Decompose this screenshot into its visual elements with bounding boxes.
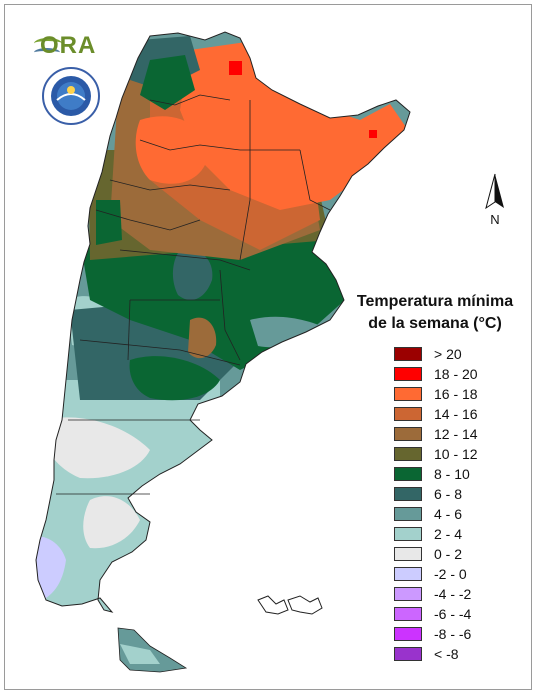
legend-items: > 20 18 - 20 16 - 18 14 - 16 12 - 14 10 - 12 8… [394,344,530,664]
legend-title-line-1: Temperatura mínima [356,293,514,310]
legend-label: 2 - 4 [434,526,463,542]
legend-item: 6 - 8 [394,484,530,504]
legend-item: < -8 [394,644,530,664]
province-borders [56,94,331,495]
legend-item: 16 - 18 [394,384,530,404]
north-arrow: N [480,172,510,232]
legend-item: 2 - 4 [394,524,530,544]
legend-item: -2 - 0 [394,564,530,584]
ora-swoosh-secondary-icon [34,48,60,57]
legend-label: 16 - 18 [434,386,478,402]
legend-label: -2 - 0 [434,566,467,582]
legend-label: 10 - 12 [434,446,478,462]
legend-item: 12 - 14 [394,424,530,444]
legend-swatch [394,627,422,641]
legend-swatch [394,387,422,401]
legend-item: -6 - -4 [394,604,530,624]
legend-item: 8 - 10 [394,464,530,484]
legend-label: 12 - 14 [434,426,478,442]
legend-label: 14 - 16 [434,406,478,422]
legend-swatch [394,467,422,481]
legend-swatch [394,407,422,421]
smn-seal-icon [42,67,100,125]
legend-item: 0 - 2 [394,544,530,564]
tierra-del-fuego [117,627,188,673]
ora-wordmark: ORA [40,32,97,59]
legend-swatch [394,647,422,661]
legend-swatch [394,547,422,561]
legend-item: 18 - 20 [394,364,530,384]
legend-swatch [394,527,422,541]
legend-swatch [394,427,422,441]
legend-swatch [394,507,422,521]
legend-label: 8 - 10 [434,466,470,482]
legend-swatch [394,367,422,381]
legend-label: -8 - -6 [434,626,472,642]
legend-item: -8 - -6 [394,624,530,644]
legend-label: -4 - -2 [434,586,472,602]
legend-item: 4 - 6 [394,504,530,524]
legend-swatch [394,567,422,581]
legend-label: < -8 [434,646,459,662]
legend-swatch [394,607,422,621]
legend: Temperatura mínima de la semana (°C) > 2… [345,291,530,664]
malvinas-islands [257,595,323,615]
legend-item: > 20 [394,344,530,364]
legend-label: 0 - 2 [434,546,463,562]
legend-item: 10 - 12 [394,444,530,464]
legend-label: 4 - 6 [434,506,463,522]
legend-swatch [394,587,422,601]
ora-logo: ORA [34,30,104,60]
legend-swatch [394,347,422,361]
legend-swatch [394,487,422,501]
legend-item: 14 - 16 [394,404,530,424]
north-label: N [490,212,500,227]
legend-swatch [394,447,422,461]
legend-label: 18 - 20 [434,366,478,382]
legend-label: > 20 [434,346,462,362]
legend-title-line-2: de la semana (°C) [368,315,502,332]
north-arrow-icon [485,173,504,210]
legend-item: -4 - -2 [394,584,530,604]
ora-swoosh-icon [34,38,62,49]
map-frame [4,4,532,690]
legend-label: -6 - -4 [434,606,472,622]
legend-label: 6 - 8 [434,486,463,502]
